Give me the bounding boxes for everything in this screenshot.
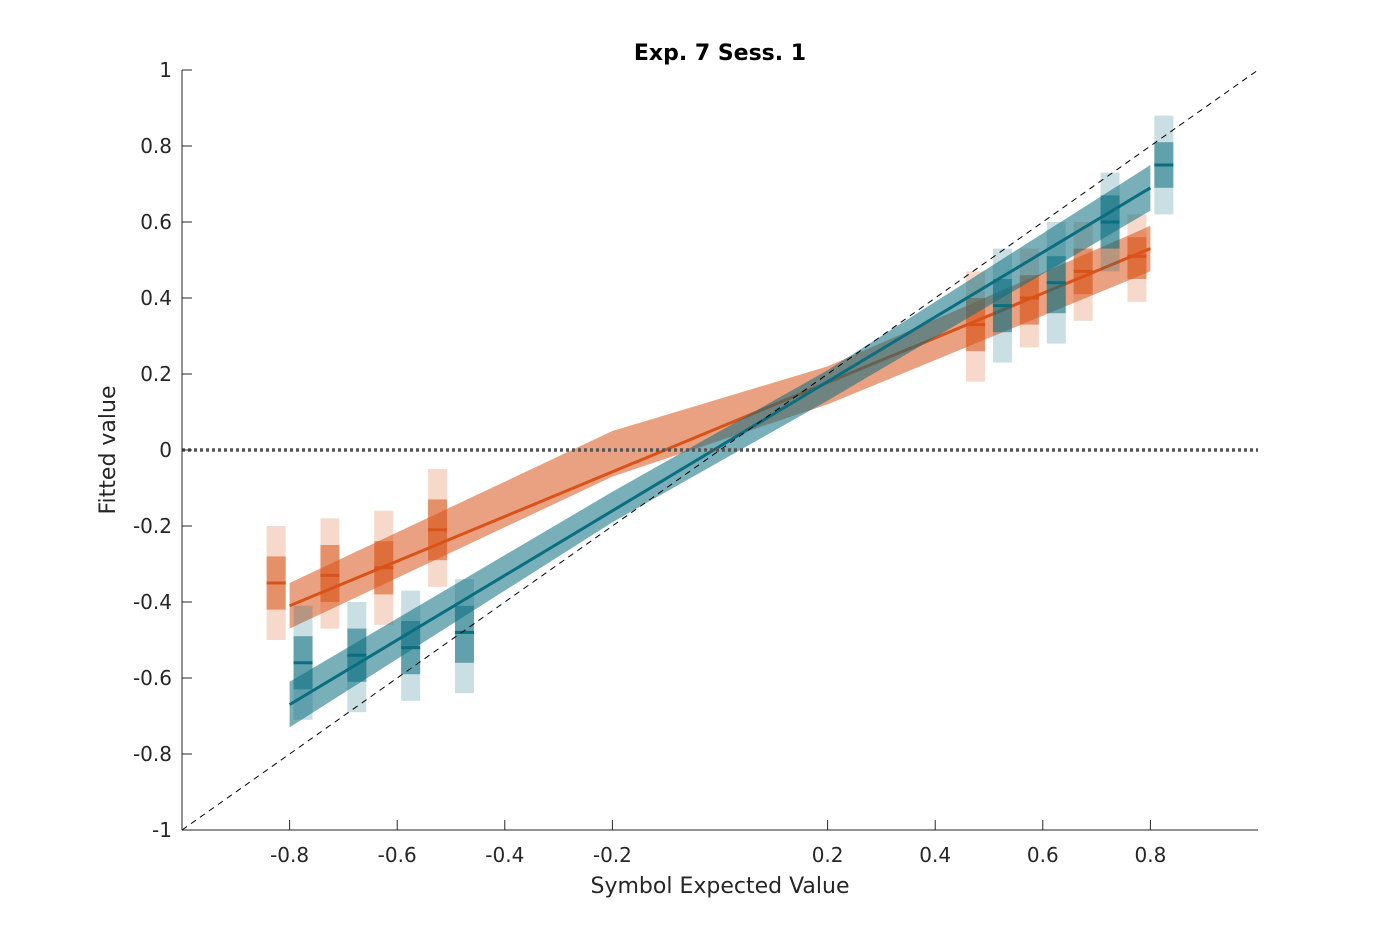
inner-interval-bar <box>1046 256 1066 314</box>
y-tick-label: -0.4 <box>133 590 172 614</box>
series-layer <box>266 115 1174 728</box>
data-point <box>428 469 448 587</box>
data-point <box>266 526 286 640</box>
data-point <box>992 248 1012 363</box>
series-2 <box>288 115 1174 728</box>
x-tick-label: -0.4 <box>485 843 524 867</box>
axes <box>181 69 1258 831</box>
chart-title: Exp. 7 Sess. 1 <box>634 41 806 66</box>
inner-interval-bar <box>320 545 340 602</box>
data-point <box>454 579 474 694</box>
x-tick-label: 0.6 <box>1027 843 1059 867</box>
data-point <box>1154 115 1174 215</box>
y-tick-label: 1 <box>159 58 172 82</box>
x-tick-label: 0.8 <box>1134 843 1166 867</box>
x-tick-label: -0.6 <box>378 843 417 867</box>
y-tick-label: 0.8 <box>140 134 172 158</box>
reference-lines <box>181 69 1259 831</box>
data-point <box>293 605 313 720</box>
data-point <box>401 590 421 701</box>
inner-interval-bar <box>454 605 474 663</box>
data-point <box>347 602 367 713</box>
x-axis-title: Symbol Expected Value <box>591 874 850 899</box>
y-tick-label: -0.6 <box>133 666 172 690</box>
y-tick-label: -0.2 <box>133 514 172 538</box>
tick-labels: -1 -0.8 -0.6 -0.4 -0.2 0 0.2 0.4 0.6 0.8 1 -0.8 -0.6… <box>133 58 1166 867</box>
data-point <box>1046 222 1066 344</box>
y-tick-label: -1 <box>152 818 172 842</box>
data-point <box>1127 214 1147 302</box>
fit-line <box>288 186 1152 706</box>
y-tick-label: 0.4 <box>140 286 172 310</box>
data-point <box>1100 172 1120 272</box>
x-tick-label: 0.4 <box>919 843 951 867</box>
x-tick-label: 0.2 <box>812 843 844 867</box>
x-tick-label: -0.8 <box>270 843 309 867</box>
inner-interval-bar <box>1127 237 1147 279</box>
y-tick-label: 0 <box>159 438 172 462</box>
y-tick-label: 0.6 <box>140 210 172 234</box>
y-tick-label: 0.2 <box>140 362 172 386</box>
data-point <box>320 518 340 629</box>
x-tick-label: -0.2 <box>593 843 632 867</box>
y-axis-title: Fitted value <box>96 385 121 514</box>
y-tick-label: -0.8 <box>133 742 172 766</box>
